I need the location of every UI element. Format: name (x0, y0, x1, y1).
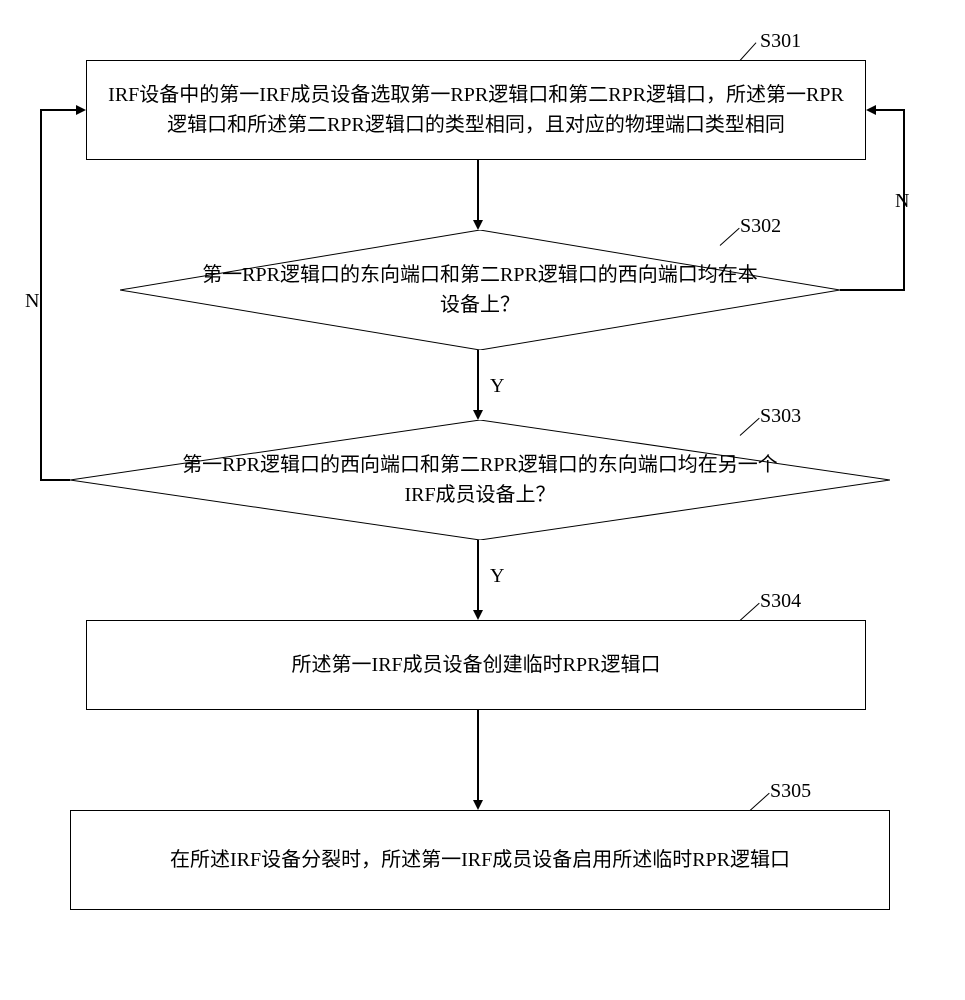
arrowhead-s302-s301 (866, 105, 876, 115)
leader-s305 (750, 793, 770, 811)
edge-s303-s301-label: N (25, 290, 39, 313)
node-s303-text: 第一RPR逻辑口的西向端口和第二RPR逻辑口的东向端口均在另一个IRF成员设备上… (70, 420, 890, 540)
leader-s304 (740, 603, 760, 621)
node-s304-text: 所述第一IRF成员设备创建临时RPR逻辑口 (292, 650, 661, 680)
arrowhead-s303-s301 (76, 105, 86, 115)
node-s301-text: IRF设备中的第一IRF成员设备选取第一RPR逻辑口和第二RPR逻辑口，所述第一… (107, 80, 845, 140)
edge-s302-s301-label: N (895, 190, 909, 213)
label-s302: S302 (740, 215, 781, 238)
arrowhead-s301-s302 (473, 220, 483, 230)
edge-s302-s301-h1 (840, 289, 905, 291)
edge-s303-s301-v (40, 109, 42, 481)
node-s302-text: 第一RPR逻辑口的东向端口和第二RPR逻辑口的西向端口均在本设备上？ (120, 230, 840, 350)
edge-s302-s303-label: Y (490, 375, 504, 398)
edge-s303-s301-h2 (40, 109, 76, 111)
edge-s301-s302 (477, 160, 479, 220)
edge-s302-s301-h2 (876, 109, 905, 111)
node-s305: 在所述IRF设备分裂时，所述第一IRF成员设备启用所述临时RPR逻辑口 (70, 810, 890, 910)
label-s305: S305 (770, 780, 811, 803)
node-s303: 第一RPR逻辑口的西向端口和第二RPR逻辑口的东向端口均在另一个IRF成员设备上… (70, 420, 890, 540)
edge-s303-s301-h1 (40, 479, 70, 481)
arrowhead-s303-s304 (473, 610, 483, 620)
node-s302: 第一RPR逻辑口的东向端口和第二RPR逻辑口的西向端口均在本设备上？ (120, 230, 840, 350)
node-s305-text: 在所述IRF设备分裂时，所述第一IRF成员设备启用所述临时RPR逻辑口 (170, 845, 790, 875)
edge-s303-s304-label: Y (490, 565, 504, 588)
edge-s303-s304 (477, 540, 479, 610)
arrowhead-s302-s303 (473, 410, 483, 420)
edge-s304-s305 (477, 710, 479, 800)
edge-s302-s303 (477, 350, 479, 410)
label-s304: S304 (760, 590, 801, 613)
label-s301: S301 (760, 30, 801, 53)
node-s301: IRF设备中的第一IRF成员设备选取第一RPR逻辑口和第二RPR逻辑口，所述第一… (86, 60, 866, 160)
leader-s301 (740, 42, 757, 61)
label-s303: S303 (760, 405, 801, 428)
arrowhead-s304-s305 (473, 800, 483, 810)
node-s304: 所述第一IRF成员设备创建临时RPR逻辑口 (86, 620, 866, 710)
